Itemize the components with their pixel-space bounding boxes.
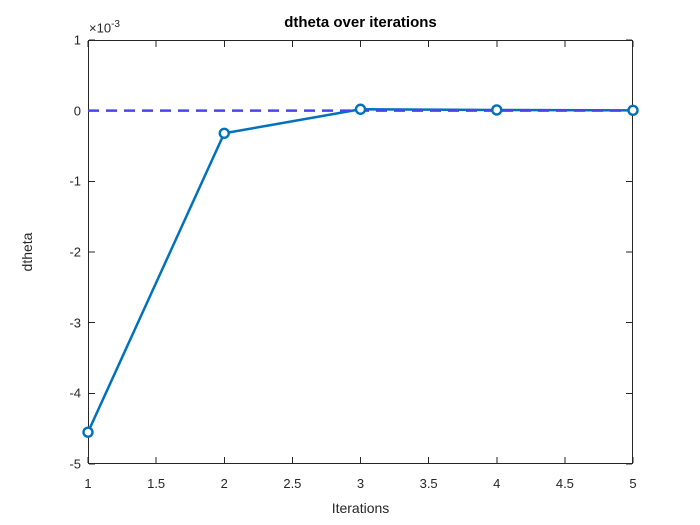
x-tick-label: 2.5 xyxy=(283,476,302,491)
y-tick-label: 1 xyxy=(73,32,81,48)
x-tick-label: 2 xyxy=(220,476,228,491)
x-tick-label: 1 xyxy=(84,476,92,491)
y-tick-label: -3 xyxy=(69,315,81,331)
x-tick-label: 3 xyxy=(356,476,365,491)
series-line-dtheta xyxy=(86,108,634,433)
data-point-marker xyxy=(82,426,94,438)
data-point-marker xyxy=(491,104,503,116)
y-tick-label: -2 xyxy=(69,244,81,260)
data-point-marker xyxy=(218,127,230,139)
y-tick-label: -4 xyxy=(69,385,81,401)
exponent-base: ×10 xyxy=(89,20,112,36)
y-tick-label: -5 xyxy=(69,456,81,472)
x-tick-label: 1.5 xyxy=(147,476,166,491)
y-tick-label: 0 xyxy=(73,103,81,119)
chart-title: dtheta over iterations xyxy=(284,14,437,31)
x-tick-label: 4.5 xyxy=(555,476,574,491)
x-tick-label: 5 xyxy=(629,476,637,491)
x-tick-label: 3.5 xyxy=(419,476,438,491)
y-axis-label: dtheta xyxy=(19,232,35,272)
data-point-marker xyxy=(354,103,367,115)
exponent-power: -3 xyxy=(111,19,120,30)
x-tick-label: 4 xyxy=(493,476,501,491)
axes-box xyxy=(88,40,633,464)
data-point-marker xyxy=(627,104,639,117)
plot-canvas xyxy=(82,39,639,465)
plot-area xyxy=(82,39,639,465)
y-tick-label: -1 xyxy=(69,173,81,189)
y-axis-exponent-label: ×10-3 xyxy=(89,19,120,35)
x-axis-label: Iterations xyxy=(331,500,390,516)
